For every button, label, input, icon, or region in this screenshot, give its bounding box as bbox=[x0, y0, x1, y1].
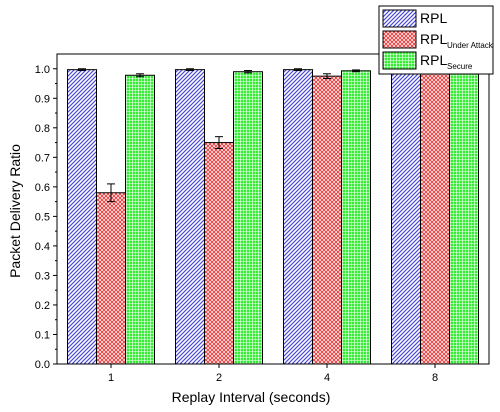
y-tick-label: 1.0 bbox=[35, 64, 50, 76]
y-tick-label: 0.0 bbox=[35, 359, 50, 371]
error-bar bbox=[244, 70, 252, 74]
x-tick-label: 2 bbox=[216, 372, 222, 384]
axes-frame bbox=[56, 53, 490, 365]
legend-label: RPL bbox=[420, 52, 447, 68]
bar-rpl-under-attack-4 bbox=[312, 75, 342, 365]
y-tick-label: 0.8 bbox=[35, 123, 50, 135]
y-tick-label: 0.9 bbox=[35, 93, 50, 105]
bar-rpl-under-attack-8 bbox=[420, 71, 450, 365]
x-axis-title: Replay Interval (seconds) bbox=[172, 389, 331, 405]
y-axis-title: Packet Delivery Ratio bbox=[7, 144, 23, 278]
bar-rpl-2 bbox=[175, 69, 205, 365]
legend-swatch bbox=[382, 9, 417, 28]
y-tick-label: 0.5 bbox=[35, 211, 50, 223]
bar-rpl-secure-8 bbox=[449, 69, 479, 365]
legend-sublabel: Under Attack bbox=[447, 41, 494, 50]
bar-rpl-4 bbox=[283, 69, 313, 365]
x-tick-label: 8 bbox=[432, 372, 438, 384]
plot-area bbox=[56, 53, 490, 365]
error-bar bbox=[294, 68, 302, 72]
x-tick-label: 1 bbox=[108, 372, 114, 384]
error-bar bbox=[78, 68, 86, 72]
bar-rpl-secure-4 bbox=[341, 70, 371, 365]
bar-rpl-under-attack-2 bbox=[204, 142, 234, 365]
y-tick-label: 0.1 bbox=[35, 329, 50, 341]
legend-swatch bbox=[382, 30, 417, 49]
bar-rpl-8 bbox=[391, 69, 421, 365]
error-bar bbox=[107, 183, 115, 203]
legend-sublabel: Secure bbox=[447, 62, 473, 71]
y-tick-label: 0.6 bbox=[35, 182, 50, 194]
error-bar bbox=[323, 73, 331, 80]
bar-rpl-secure-1 bbox=[125, 74, 155, 365]
y-tick-label: 0.3 bbox=[35, 270, 50, 282]
legend-swatch bbox=[382, 51, 417, 70]
error-bar bbox=[352, 69, 360, 73]
bar-rpl-1 bbox=[67, 69, 97, 365]
bars-layer bbox=[67, 68, 479, 365]
y-tick-label: 0.7 bbox=[35, 152, 50, 164]
error-bar bbox=[186, 68, 194, 72]
bar-rpl-secure-2 bbox=[233, 71, 263, 365]
legend-label: RPL bbox=[420, 31, 447, 47]
error-bar bbox=[215, 136, 223, 149]
bar-rpl-under-attack-1 bbox=[96, 192, 126, 365]
x-tick-label: 4 bbox=[324, 372, 330, 384]
legend-label: RPL bbox=[420, 10, 447, 26]
error-bar bbox=[136, 73, 144, 78]
y-tick-label: 0.4 bbox=[35, 241, 50, 253]
y-tick-label: 0.2 bbox=[35, 300, 50, 312]
axes-layer: 0.0 0.1 0.2 0.3 0.4 0.5 0.6 0.7 0.8 0.9 1.0 1 2 4 8 bbox=[35, 64, 438, 384]
